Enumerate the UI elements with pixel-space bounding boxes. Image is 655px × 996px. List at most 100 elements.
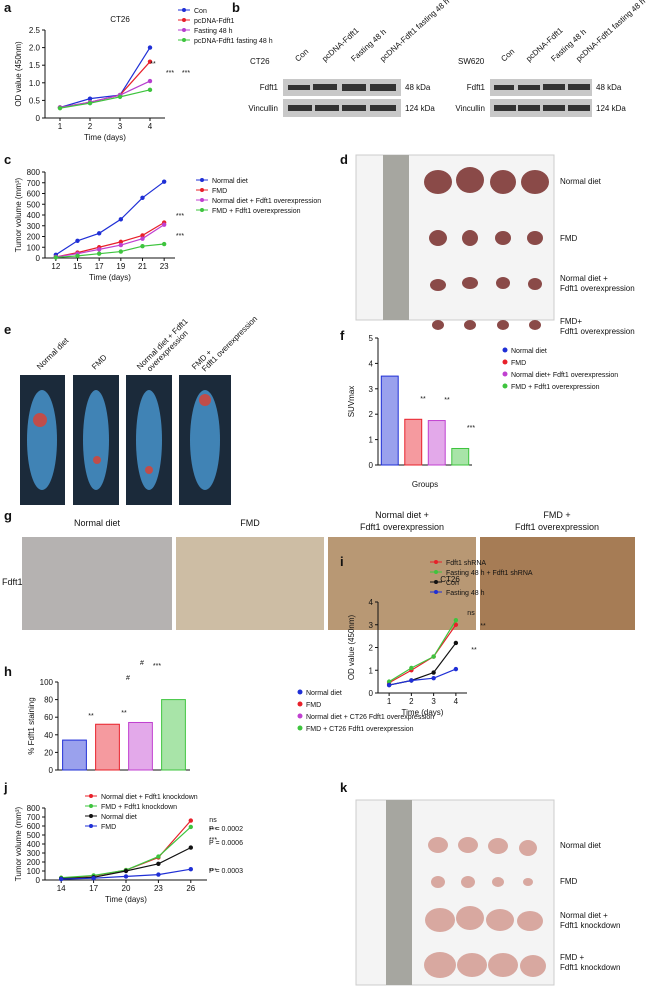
annotation: *** [209,837,217,844]
blot-images [283,79,592,117]
marker [409,678,414,683]
line [61,847,192,880]
legend-marker [182,28,186,32]
group-label: Normal diet + [375,510,429,520]
annotation: *** [467,425,475,432]
pet-images [20,375,231,505]
y-tick-label: 100 [27,243,41,252]
annotation: *** [176,233,184,240]
protein-label: Vincullin [455,104,485,113]
annotation: ** [88,713,94,720]
group-label: Fdft1 overexpression [560,284,635,293]
legend-marker [502,359,508,365]
marker [188,867,193,872]
marker [409,665,414,671]
legend-marker [502,347,508,353]
marker [75,253,80,259]
bar [404,418,423,466]
y-tick-label: 1.5 [29,61,41,70]
marker [161,222,167,227]
group-label: FMD [90,353,109,372]
legend-label: FMD [212,188,227,195]
y-tick-label: 1.0 [29,79,41,88]
legend-label: Fasting 48 h [446,590,485,597]
annotation: ** [471,647,477,654]
y-tick-label: 2 [369,410,374,419]
panel-label: b [232,0,240,15]
legend-marker [89,804,93,808]
group-label: Fdft1 overexpression [515,522,599,532]
marker [87,101,93,106]
y-tick-label: 600 [27,190,41,199]
marker [140,195,145,200]
legend-label: Normal diet [101,814,137,821]
marker [123,874,129,879]
lane-label: Con [293,47,310,64]
marker [118,242,124,248]
x-tick-label: 4 [454,697,459,706]
y-tick-label: 200 [27,233,41,242]
marker [453,666,459,672]
legend-label: Normal diet + Fdft1 overexpression [212,198,321,205]
group-label: FMD + [543,510,570,520]
marker [147,45,153,50]
y-axis-label: SUVmax [347,386,356,418]
legend-marker [89,824,93,828]
marker [96,231,102,236]
legend-marker [297,713,303,719]
marker [431,676,436,681]
y-tick-label: 5 [369,334,374,343]
group-label: Normal diet [35,336,71,372]
y-tick-label: 0 [36,114,41,123]
annotation: *** [166,70,174,77]
group-label: Normal diet [560,841,602,850]
legend-marker [89,794,93,798]
legend-marker [434,580,438,584]
legend-marker [434,570,438,574]
marker [91,876,96,881]
x-axis-label: Time (days) [105,895,147,904]
size-label: 124 kDa [405,104,435,113]
bar [380,375,399,466]
marker [147,59,153,64]
marker [140,233,145,238]
x-tick-label: 1 [58,122,63,131]
group-label: Fdft1 overexpression [360,522,444,532]
marker [431,654,436,659]
annotation: # [126,675,130,682]
marker [147,78,153,84]
legend-marker [502,383,508,389]
x-tick-label: 21 [138,262,147,271]
x-tick-label: 17 [95,262,104,271]
x-axis-label: Groups [412,480,438,489]
group-label: Normal diet [74,518,121,528]
protein-label: Vincullin [248,104,278,113]
y-tick-label: 700 [27,813,41,822]
group-label: Fdft1 knockdown [560,963,620,972]
annotation: # [140,660,144,667]
group-label: Normal diet + [560,274,608,283]
y-tick-label: 2 [369,644,374,653]
legend-label: Con [446,580,459,587]
chart-title: CT26 [440,575,460,584]
panel-label: c [4,152,11,167]
annotation: P = 0.0002 [209,826,243,833]
marker [188,845,193,850]
size-label: 48 kDa [405,83,431,92]
cell-line: CT26 [250,57,270,66]
group-label: FMD+ [560,317,582,326]
x-tick-label: 19 [116,262,125,271]
legend-label: Normal diet + CT26 Fdft1 overexpression [306,714,434,721]
legend-label: FMD + Fdft1 overexpression [212,208,301,215]
x-tick-label: 20 [122,884,131,893]
legend-label: FMD + Fdft1 knockdown [101,804,177,811]
line [388,624,457,684]
panel-label: d [340,152,348,167]
legend-marker [434,590,438,594]
x-tick-label: 3 [431,697,436,706]
legend-marker [182,38,186,42]
y-tick-label: 4 [369,598,374,607]
group-label: Fdft1 overexpression [200,314,259,373]
y-axis-label: OD value (450nm) [347,614,356,680]
line [55,224,165,258]
